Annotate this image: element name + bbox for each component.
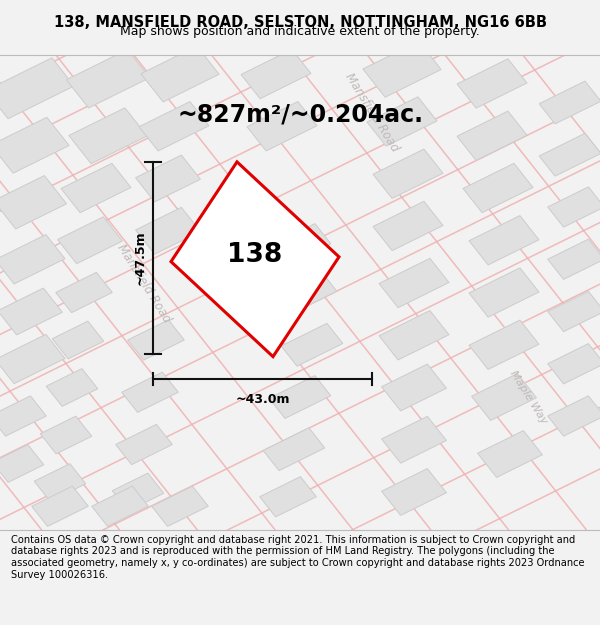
Text: 138: 138	[227, 241, 283, 268]
Polygon shape	[0, 396, 46, 436]
Polygon shape	[469, 320, 539, 369]
Polygon shape	[275, 271, 337, 314]
Polygon shape	[0, 58, 74, 119]
Polygon shape	[171, 162, 339, 357]
Polygon shape	[269, 224, 331, 266]
Polygon shape	[379, 258, 449, 308]
Polygon shape	[382, 416, 446, 463]
Polygon shape	[92, 486, 148, 526]
Polygon shape	[548, 396, 600, 436]
Polygon shape	[32, 486, 88, 526]
Polygon shape	[112, 473, 164, 511]
Polygon shape	[379, 311, 449, 360]
Polygon shape	[548, 291, 600, 332]
Polygon shape	[363, 41, 441, 98]
Polygon shape	[548, 344, 600, 384]
Polygon shape	[382, 364, 446, 411]
Polygon shape	[141, 46, 219, 102]
Polygon shape	[373, 201, 443, 251]
Polygon shape	[152, 486, 208, 526]
Polygon shape	[548, 187, 600, 227]
Polygon shape	[40, 416, 92, 454]
Polygon shape	[56, 272, 112, 312]
Polygon shape	[136, 155, 200, 202]
Polygon shape	[382, 469, 446, 516]
Text: ~43.0m: ~43.0m	[235, 393, 290, 406]
Polygon shape	[0, 234, 65, 284]
Polygon shape	[241, 49, 311, 99]
Polygon shape	[69, 107, 147, 164]
Polygon shape	[539, 81, 600, 124]
Polygon shape	[260, 477, 316, 517]
Polygon shape	[61, 163, 131, 212]
Polygon shape	[469, 216, 539, 265]
Polygon shape	[457, 59, 527, 108]
Polygon shape	[263, 428, 325, 471]
Polygon shape	[116, 424, 172, 464]
Text: ~47.5m: ~47.5m	[133, 231, 146, 286]
Polygon shape	[58, 217, 122, 264]
Polygon shape	[472, 374, 536, 421]
Polygon shape	[281, 323, 343, 366]
Polygon shape	[0, 334, 65, 384]
Text: Map shows position and indicative extent of the property.: Map shows position and indicative extent…	[120, 26, 480, 39]
Polygon shape	[52, 321, 104, 359]
Polygon shape	[457, 111, 527, 161]
Polygon shape	[67, 49, 149, 108]
Text: Mansfield Road: Mansfield Road	[115, 241, 173, 325]
Polygon shape	[247, 102, 317, 151]
Text: 138, MANSFIELD ROAD, SELSTON, NOTTINGHAM, NG16 6BB: 138, MANSFIELD ROAD, SELSTON, NOTTINGHAM…	[53, 16, 547, 31]
Polygon shape	[128, 320, 184, 360]
Text: Mansfield Road: Mansfield Road	[343, 70, 401, 154]
Polygon shape	[139, 102, 209, 151]
Polygon shape	[0, 288, 62, 335]
Polygon shape	[539, 133, 600, 176]
Text: ~827m²/~0.204ac.: ~827m²/~0.204ac.	[177, 102, 423, 126]
Polygon shape	[478, 431, 542, 478]
Polygon shape	[46, 369, 98, 406]
Polygon shape	[469, 268, 539, 317]
Polygon shape	[0, 176, 67, 229]
Polygon shape	[373, 149, 443, 198]
Polygon shape	[122, 372, 178, 413]
Polygon shape	[463, 163, 533, 212]
Polygon shape	[269, 376, 331, 418]
Text: Maple Way: Maple Way	[508, 369, 548, 426]
Text: Contains OS data © Crown copyright and database right 2021. This information is : Contains OS data © Crown copyright and d…	[11, 535, 584, 579]
Polygon shape	[367, 97, 437, 146]
Polygon shape	[136, 208, 200, 254]
Polygon shape	[0, 444, 44, 483]
Polygon shape	[548, 239, 600, 279]
Polygon shape	[0, 118, 69, 173]
Polygon shape	[34, 464, 86, 501]
